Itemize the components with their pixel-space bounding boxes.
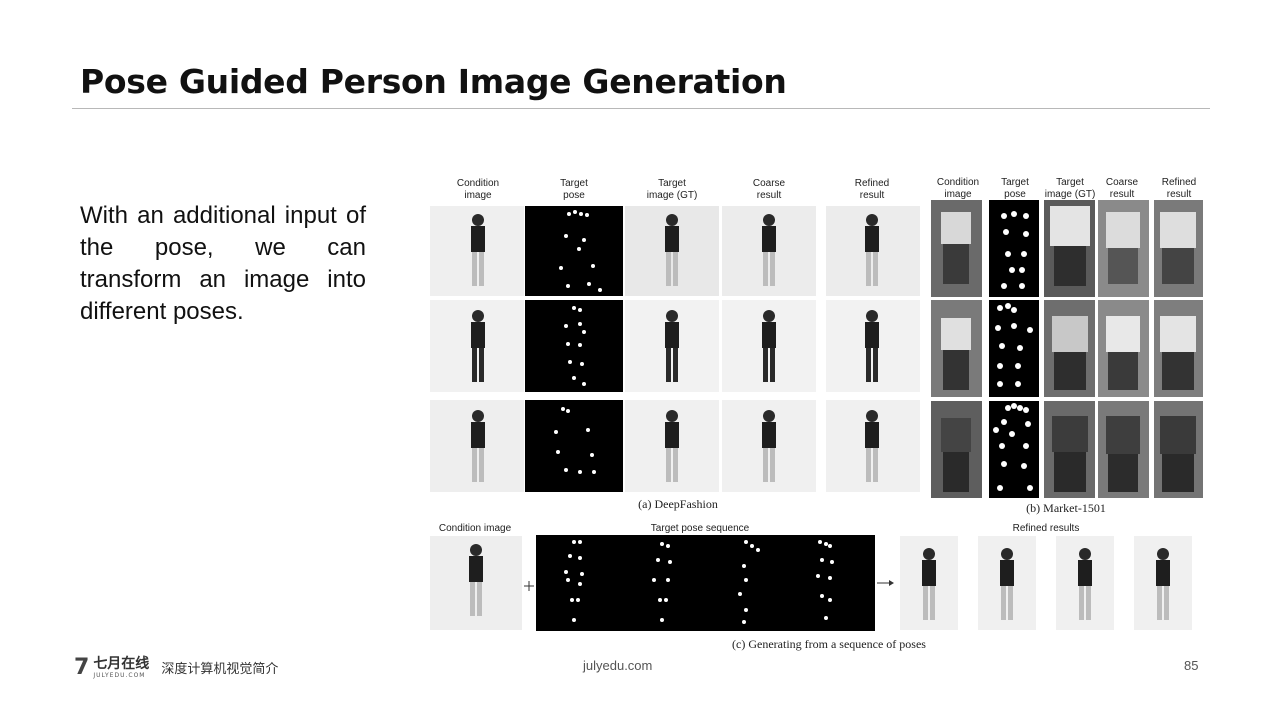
mk-r2-pose-keypoints — [995, 303, 1033, 387]
sequence-row — [430, 535, 1192, 631]
deepfashion-grid — [430, 206, 920, 492]
mk-header-3-line1: Target — [1056, 177, 1084, 188]
df-header-1-line2: image — [464, 190, 492, 201]
df-header-4-line1: Coarse — [753, 178, 786, 189]
mk-header-1-line2: image — [944, 189, 972, 200]
mk-r2-target-pose — [989, 300, 1039, 397]
mk-r3-target-pose — [989, 401, 1039, 498]
df-r3-pose-keypoints — [554, 407, 596, 474]
mk-header-2-line2: pose — [1004, 189, 1026, 200]
logo-text: 七月在线 JULYEDU.COM — [93, 657, 149, 679]
mk-header-5-line1: Refined — [1162, 177, 1196, 188]
df-header-4-line2: result — [757, 190, 782, 201]
df-header-2-line1: Target — [560, 178, 588, 189]
footer-logo: 7 七月在线 JULYEDU.COM 深度计算机视觉简介 — [74, 655, 278, 680]
seq-target-pose-sequence — [536, 535, 875, 631]
seq-condition-label: Condition image — [439, 523, 512, 534]
seq-pose-label: Target pose sequence — [651, 523, 750, 534]
mk-header-5-line2: result — [1167, 189, 1192, 200]
df-header-1-line1: Condition — [457, 178, 499, 189]
df-r1-pose-keypoints — [559, 210, 602, 292]
market-grid — [931, 200, 1203, 498]
df-header-2-line2: pose — [563, 190, 585, 201]
df-header-3-line2: image (GT) — [647, 190, 698, 201]
df-r3-target-pose — [525, 400, 623, 492]
mk-r3-pose-keypoints — [993, 403, 1033, 491]
market-headers: Condition image Target pose Target image… — [937, 177, 1196, 200]
caption-a: (a) DeepFashion — [638, 497, 718, 511]
df-r1-target-pose — [525, 206, 623, 296]
seq-refined-label: Refined results — [1013, 523, 1080, 534]
page-number: 85 — [1184, 658, 1199, 673]
mk-header-1-line1: Condition — [937, 177, 979, 188]
mk-header-2-line1: Target — [1001, 177, 1029, 188]
mk-header-4-line2: result — [1110, 189, 1135, 200]
df-header-3-line1: Target — [658, 178, 686, 189]
mk-header-3-line2: image (GT) — [1045, 189, 1096, 200]
title-divider — [72, 108, 1210, 109]
logo-mark-icon: 7 — [74, 655, 90, 680]
df-header-5-line2: result — [860, 190, 885, 201]
mk-r1-pose-keypoints — [1001, 211, 1029, 289]
slide-body-text: With an additional input of the pose, we… — [80, 202, 366, 325]
slide-title: Pose Guided Person Image Generation — [80, 62, 787, 101]
mk-header-4-line1: Coarse — [1106, 177, 1139, 188]
df-r2-pose-keypoints — [564, 306, 586, 386]
caption-c: (c) Generating from a sequence of poses — [732, 637, 926, 651]
footer-website: julyedu.com — [583, 658, 653, 673]
footer-course-name: 深度计算机视觉简介 — [161, 662, 279, 677]
deepfashion-headers: Condition image Target pose Target image… — [457, 178, 889, 201]
seq-pose-keypoints — [564, 540, 834, 624]
logo-chinese-name: 七月在线 — [93, 655, 150, 672]
caption-b: (b) Market-1501 — [1026, 501, 1106, 515]
df-header-5-line1: Refined — [855, 178, 889, 189]
logo-english-name: JULYEDU.COM — [93, 671, 146, 679]
